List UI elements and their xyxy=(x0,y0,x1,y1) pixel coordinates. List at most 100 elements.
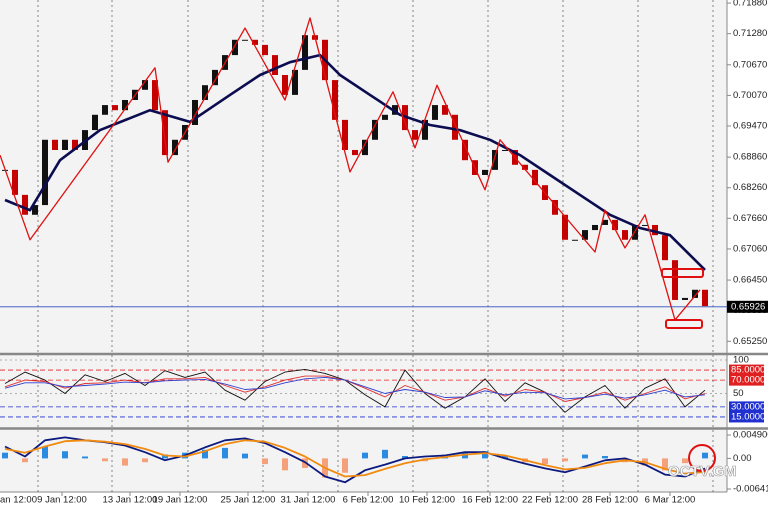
histogram-bar xyxy=(462,452,468,459)
level-box xyxy=(729,374,764,386)
y-tick-label: 100 xyxy=(733,355,749,366)
annotation-box xyxy=(661,268,704,278)
annotation-box xyxy=(665,319,703,329)
x-tick-label: 6 Feb 12:00 xyxy=(343,495,394,506)
histogram-bar xyxy=(682,458,688,464)
candle xyxy=(112,105,118,111)
histogram-bar xyxy=(62,451,68,459)
candle xyxy=(702,289,708,307)
histogram-bar xyxy=(362,452,368,459)
y-tick-label: 0.71880 xyxy=(733,0,767,9)
histogram-bar xyxy=(82,456,88,459)
candle xyxy=(342,119,348,150)
candle xyxy=(162,110,168,156)
level-box xyxy=(729,364,764,376)
candle xyxy=(522,164,528,170)
candle xyxy=(202,85,208,100)
candle xyxy=(302,35,308,70)
candle xyxy=(72,139,78,150)
y-tick-label: 0.67660 xyxy=(733,213,767,224)
level-label: 85.0000 xyxy=(731,365,765,376)
y-tick-label: 0.71280 xyxy=(733,28,767,39)
candle xyxy=(672,260,678,300)
x-tick-label: 28 Feb 12:00 xyxy=(582,495,638,506)
y-tick-label: 0.66450 xyxy=(733,275,767,286)
candle xyxy=(52,139,58,150)
zigzag xyxy=(0,17,701,321)
histogram-bar xyxy=(502,455,508,459)
candle xyxy=(612,219,618,231)
histogram-bar xyxy=(102,458,108,462)
candle xyxy=(442,105,448,115)
histogram-bar xyxy=(342,458,348,473)
y-tick-label: 50 xyxy=(733,388,744,399)
level-box xyxy=(729,411,764,423)
candle xyxy=(262,44,268,56)
y-tick-label: -0.0064113 xyxy=(733,484,768,495)
candle xyxy=(502,149,508,151)
x-tick-label: 9 Jan 12:00 xyxy=(37,495,87,506)
candle xyxy=(362,139,368,156)
histogram-bar xyxy=(402,456,408,459)
candle xyxy=(382,114,388,120)
candle xyxy=(372,119,378,140)
candle xyxy=(592,224,598,231)
candle xyxy=(92,114,98,131)
candle xyxy=(432,105,438,120)
histogram-bar xyxy=(702,452,708,459)
candle xyxy=(102,105,108,115)
histogram-bar xyxy=(242,453,248,459)
y-tick-label: 0.69470 xyxy=(733,121,767,132)
candle xyxy=(42,139,48,206)
candle xyxy=(62,139,68,150)
candle xyxy=(32,205,38,215)
candle xyxy=(422,119,428,140)
histogram-bar xyxy=(282,458,288,471)
watermark: OCTV.GM xyxy=(668,463,737,480)
candle xyxy=(12,169,18,195)
histogram-bar xyxy=(582,454,588,459)
y-tick-label: 0.68860 xyxy=(733,152,767,163)
candle xyxy=(642,224,648,226)
candle xyxy=(152,80,158,111)
candle xyxy=(352,149,358,156)
candle xyxy=(622,230,628,240)
x-tick-label: 19 Jan 12:00 xyxy=(153,495,208,506)
y-tick-label: 0.70070 xyxy=(733,90,767,101)
histogram-bar xyxy=(262,458,268,465)
y-tick-label: 0.00 xyxy=(733,453,752,464)
histogram-bar xyxy=(42,446,48,459)
candle xyxy=(252,39,258,45)
candle xyxy=(572,239,578,241)
histogram-bar xyxy=(542,458,548,465)
candle xyxy=(332,80,338,120)
histogram-bar xyxy=(2,452,8,459)
current-price-box xyxy=(727,300,768,313)
level-box xyxy=(729,401,764,413)
x-tick-label: 22 Feb 12:00 xyxy=(522,495,578,506)
oscillator-line xyxy=(4,376,706,400)
x-tick-label: 13 Jan 12:00 xyxy=(103,495,158,506)
candle xyxy=(172,139,178,156)
y-tick-label: 0.65250 xyxy=(733,336,767,347)
candle xyxy=(232,39,238,56)
x-tick-label: 16 Feb 12:00 xyxy=(462,495,518,506)
candle xyxy=(412,130,418,140)
annotation-circle xyxy=(688,444,716,472)
histogram-bar xyxy=(162,454,168,459)
candle xyxy=(602,219,608,225)
candle xyxy=(242,39,248,41)
level-label: 30.0000 xyxy=(731,401,765,412)
histogram-bar xyxy=(122,458,128,466)
y-tick-label: 0.0049007 xyxy=(733,430,768,441)
candle xyxy=(582,230,588,240)
histogram-bar xyxy=(662,458,668,471)
x-tick-label: an 12:00 xyxy=(0,495,37,506)
y-tick-label: 0.68260 xyxy=(733,182,767,193)
current-price-label: 0.65926 xyxy=(731,301,765,312)
candle xyxy=(652,224,658,236)
y-tick-label: 0.70670 xyxy=(733,59,767,70)
moving-average xyxy=(4,53,706,271)
